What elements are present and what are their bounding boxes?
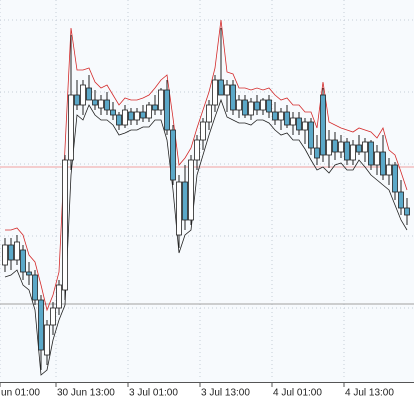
candle-body (266, 99, 272, 113)
candle-body (44, 324, 50, 356)
candle-body (176, 181, 182, 236)
candle-body (230, 84, 236, 111)
envelope-line (5, 19, 408, 312)
candle-body (56, 284, 62, 309)
candle-body (302, 121, 308, 131)
candle-body (380, 151, 386, 176)
candle-body (350, 144, 356, 161)
candle-body (50, 307, 56, 326)
candle-body (320, 94, 326, 156)
candle-body (32, 274, 38, 301)
candle-body (20, 249, 26, 273)
candle-body (404, 207, 410, 216)
candle-body (338, 141, 344, 153)
candle-body (26, 271, 32, 276)
candle-body (98, 99, 104, 109)
candle-body (14, 241, 20, 261)
candle-body (92, 99, 98, 106)
candle-body (170, 129, 176, 181)
candle-body (104, 99, 110, 111)
candle-body (68, 94, 74, 161)
x-tick-label: 3 Jul 01:00 (129, 388, 178, 399)
candle-body (182, 181, 188, 221)
candle-body (158, 89, 164, 111)
candle-body (398, 191, 404, 209)
candle-body (140, 111, 146, 119)
candle-body (116, 114, 122, 126)
candle-body (146, 104, 152, 119)
x-tick-label: 30 Jun 13:00 (57, 388, 115, 399)
candle-body (236, 99, 242, 111)
candle-body (296, 117, 302, 131)
candle-body (284, 111, 290, 126)
candle-body (314, 147, 320, 159)
candle-body (134, 111, 140, 121)
candle-body (224, 84, 230, 96)
candle-body (362, 141, 368, 153)
x-tick-label: 3 Jul 13:00 (201, 388, 250, 399)
candle-body (332, 139, 338, 153)
candle-body (278, 111, 284, 121)
candle-body (152, 104, 158, 111)
candle-body (80, 84, 86, 106)
candle-body (38, 299, 44, 351)
x-tick-label: 4 Jul 01:00 (273, 388, 322, 399)
candle-body (248, 101, 254, 116)
candle-body (242, 99, 248, 116)
candle-body (254, 101, 260, 111)
candle-body (260, 99, 266, 111)
axis-strip (0, 383, 414, 414)
candle-body (194, 139, 200, 161)
candle-body (392, 164, 398, 193)
candle-body (386, 164, 392, 176)
candle-body (212, 79, 218, 106)
candle-body (2, 244, 8, 266)
candle-body (128, 111, 134, 121)
envelope-line (4, 98, 408, 376)
candle-body (188, 159, 194, 221)
candle-body (110, 109, 116, 116)
candle-body (122, 109, 128, 126)
candle-body (206, 104, 212, 123)
x-tick-label: un 01:00 (1, 388, 40, 399)
candle-body (74, 94, 80, 106)
candle-body (368, 141, 374, 166)
candle-body (272, 111, 278, 121)
candle-body (326, 139, 332, 156)
candle-body (308, 121, 314, 149)
candle-body (356, 144, 362, 153)
candle-body (86, 87, 92, 101)
candle-body (374, 151, 380, 166)
candle-body (290, 117, 296, 126)
x-tick-label: 4 Jul 13:00 (345, 388, 394, 399)
candle-body (218, 79, 224, 96)
candle-body (200, 121, 206, 141)
candle-body (8, 244, 14, 261)
candle-body (62, 159, 68, 291)
candle-body (344, 141, 350, 161)
candle-body (164, 89, 170, 131)
